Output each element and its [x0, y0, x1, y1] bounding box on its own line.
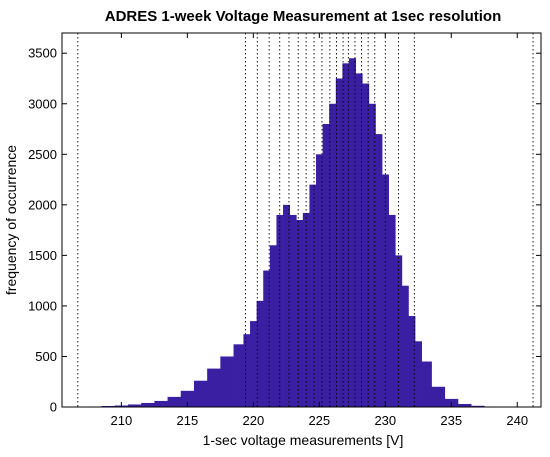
x-tick-label: 240 [506, 413, 528, 428]
histogram-bar [289, 214, 297, 407]
y-tick-label: 1500 [28, 248, 57, 263]
histogram-bar [101, 405, 116, 407]
histogram-bar [349, 58, 356, 408]
histogram-bar [355, 73, 363, 408]
histogram-bar [395, 255, 403, 407]
y-tick-label: 2500 [28, 147, 57, 162]
histogram-bar [309, 184, 317, 407]
histogram-bar [250, 321, 258, 407]
y-tick-label: 1000 [28, 298, 57, 313]
histogram-bar [329, 103, 337, 407]
histogram-bar [408, 316, 416, 407]
histogram-bar [414, 341, 422, 407]
histogram-bar [243, 334, 251, 407]
x-axis-label: 1-sec voltage measurements [V] [203, 432, 404, 448]
histogram-bar [401, 285, 409, 407]
histogram-bar [207, 368, 221, 407]
histogram-bar [431, 386, 446, 407]
histogram-bar [388, 214, 396, 407]
histogram-bar [127, 404, 142, 407]
y-tick-label: 500 [35, 349, 57, 364]
y-tick-label: 2000 [28, 197, 57, 212]
y-tick-label: 3500 [28, 46, 57, 61]
histogram-bar [381, 174, 389, 407]
x-tick-label: 215 [177, 413, 199, 428]
histogram-bar [362, 83, 370, 407]
histogram-bar [256, 300, 264, 407]
histogram-bar [269, 245, 277, 407]
y-axis-ticks: 0 500 1000 1500 2000 2500 3000 3500 [28, 46, 541, 415]
chart-title: ADRES 1-week Voltage Measurement at 1sec… [105, 8, 502, 25]
histogram-bar [296, 220, 304, 407]
histogram-bar [233, 344, 244, 407]
y-tick-label: 3000 [28, 96, 57, 111]
histogram-bar [375, 134, 383, 407]
histogram-bar [180, 390, 195, 407]
histogram-bar [276, 214, 284, 407]
histogram-bar [471, 405, 485, 407]
histogram-bar [316, 154, 324, 407]
histogram-bar [263, 270, 271, 407]
x-tick-label: 235 [440, 413, 462, 428]
x-tick-label: 220 [242, 413, 264, 428]
histogram-bar [335, 78, 343, 408]
histogram-bar [141, 402, 155, 407]
x-axis-ticks: 210 215 220 225 230 235 240 [111, 33, 528, 428]
y-tick-label: 0 [50, 400, 57, 415]
histogram-bar [368, 103, 376, 407]
histogram-bar [220, 356, 234, 407]
histogram-bar [154, 400, 168, 407]
plot-area-frame [61, 32, 542, 408]
histogram-bar [193, 380, 208, 407]
histogram-bar [167, 396, 182, 407]
x-tick-label: 230 [374, 413, 396, 428]
y-axis-label: frequency of occurrence [3, 145, 19, 295]
histogram-bar [342, 63, 350, 407]
x-tick-label: 210 [111, 413, 133, 428]
histogram-bar [322, 123, 330, 407]
histogram-bar [421, 361, 432, 407]
x-tick-label: 225 [308, 413, 330, 428]
histogram-bars [75, 58, 512, 408]
histogram-bar [457, 403, 472, 407]
histogram-bar [283, 204, 291, 407]
